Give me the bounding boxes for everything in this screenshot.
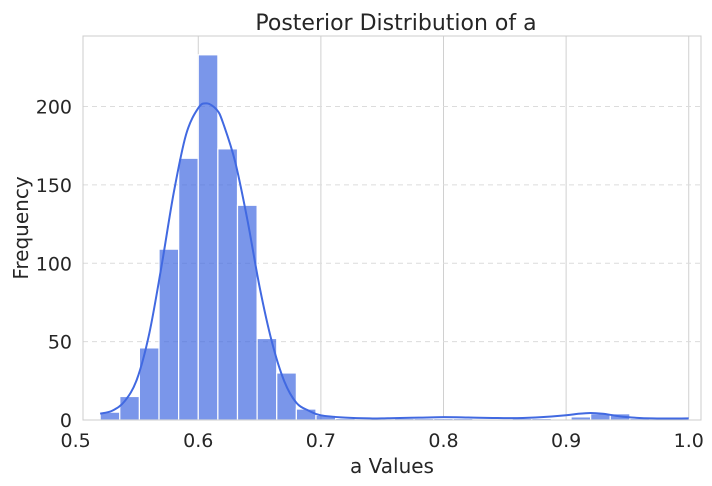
chart-title: Posterior Distribution of a (255, 11, 536, 36)
plot-frame (82, 35, 702, 421)
histogram-bars (99, 54, 690, 421)
histogram-bar (276, 372, 297, 421)
x-tick-label: 0.5 (61, 430, 91, 452)
x-tick-labels: 0.5 0.6 0.7 0.8 0.9 1.0 (61, 430, 704, 452)
histogram-bar (197, 54, 219, 421)
y-tick-label: 0 (60, 410, 72, 432)
x-tick-label: 0.6 (183, 430, 213, 452)
x-tick-label: 0.7 (306, 430, 336, 452)
y-tick-labels: 0 50 100 150 200 (36, 97, 72, 432)
x-tick-label: 0.8 (428, 430, 458, 452)
y-tick-label: 100 (36, 253, 72, 275)
x-axis-label: a Values (350, 454, 434, 478)
y-tick-label: 50 (48, 332, 72, 354)
histogram-bar (158, 248, 180, 421)
histogram-bar (236, 204, 258, 421)
histogram-bar (178, 157, 199, 421)
kde-curve (99, 102, 689, 420)
x-tick-label: 1.0 (674, 430, 704, 452)
x-tick-label: 0.9 (551, 430, 581, 452)
histogram-bar (217, 148, 239, 421)
y-axis-label: Frequency (9, 176, 33, 279)
y-tick-label: 200 (36, 97, 72, 119)
histogram-bar (119, 395, 141, 421)
y-tick-label: 150 (36, 175, 72, 197)
histogram-bar (295, 408, 317, 421)
